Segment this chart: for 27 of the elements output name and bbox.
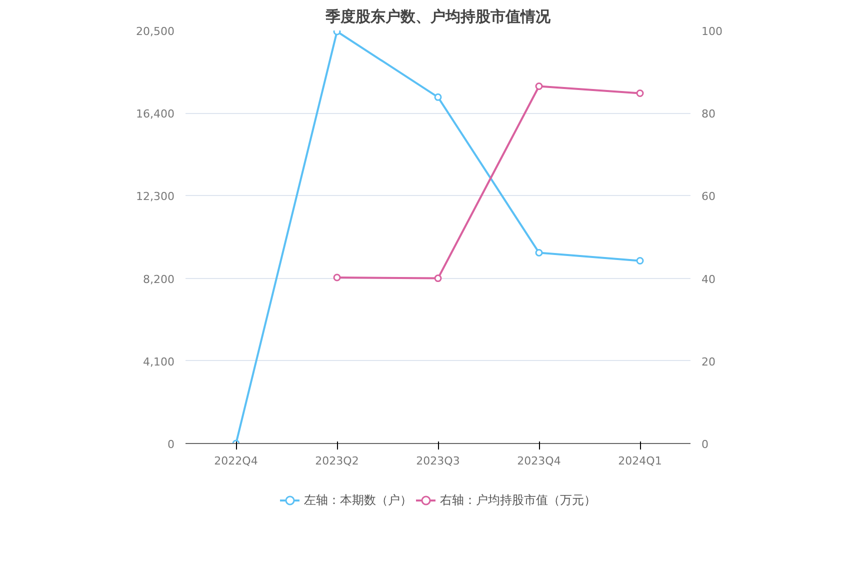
y-tick-label: 8,200 <box>143 272 175 286</box>
point <box>636 90 644 98</box>
point <box>535 82 543 90</box>
y-tick-label: 16,400 <box>136 108 175 121</box>
legend-label: 右轴：户均持股市值（万元） <box>440 492 596 508</box>
y2-tick-label: 80 <box>702 108 716 121</box>
y2-tick-label: 100 <box>702 25 722 38</box>
point <box>434 274 442 282</box>
x-tick-label: 2024Q1 <box>618 454 662 468</box>
y-tick-label: 12,300 <box>136 190 175 204</box>
point <box>434 93 442 101</box>
x-tick-label: 2023Q2 <box>315 454 359 468</box>
legend-label: 左轴：本期数（户） <box>304 492 412 508</box>
y2-tick-label: 20 <box>702 355 716 368</box>
point <box>535 248 543 256</box>
y2-tick-label: 0 <box>702 438 708 451</box>
y-tick-label: 20,500 <box>136 25 175 38</box>
y2-tick-label: 40 <box>702 272 716 286</box>
chart-title: 季度股东户数、户均持股市值情况 <box>324 8 552 26</box>
point <box>636 257 644 265</box>
y-tick-label: 4,100 <box>143 355 175 368</box>
x-tick-label: 2022Q4 <box>214 454 258 468</box>
y-tick-label: 0 <box>168 438 174 451</box>
point <box>333 274 341 282</box>
x-tick-label: 2023Q4 <box>517 454 561 468</box>
y2-tick-label: 60 <box>702 190 716 204</box>
x-tick-label: 2023Q3 <box>416 454 460 468</box>
